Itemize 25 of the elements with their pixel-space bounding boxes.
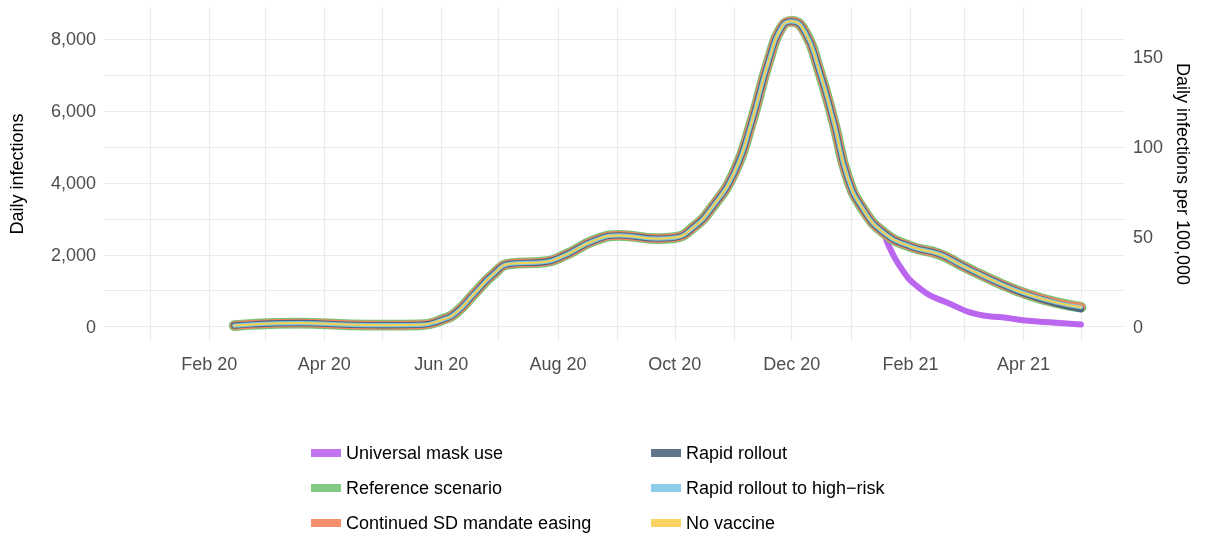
x-tick-label: Apr 20 [297, 354, 351, 374]
x-tick-label: Apr 21 [996, 354, 1050, 374]
y2-tick-label: 0 [1133, 316, 1144, 337]
y-tick-label: 8,000 [50, 29, 96, 50]
x-tick-label: Jun 20 [414, 354, 469, 374]
y-axis-title: Daily infections [7, 113, 27, 235]
y-tick-label: 0 [85, 316, 96, 337]
y2-axis-title: Daily infections per 100,000 [1172, 62, 1193, 286]
y-tick-label: 6,000 [50, 101, 96, 122]
legend-label: Rapid rollout [686, 443, 788, 463]
x-tick-label: Feb 20 [181, 354, 238, 374]
legend-label: Rapid rollout to high−risk [686, 478, 886, 498]
legend-label: Universal mask use [346, 443, 504, 463]
legend-label: Continued SD mandate easing [346, 513, 592, 533]
legend-label: No vaccine [686, 513, 776, 533]
y2-tick-label: 50 [1133, 226, 1154, 247]
y-tick-label: 2,000 [50, 244, 96, 265]
x-tick-label: Oct 20 [648, 354, 702, 374]
x-tick-label: Aug 20 [529, 354, 587, 374]
x-tick-label: Dec 20 [763, 354, 821, 374]
legend-label: Reference scenario [346, 478, 503, 498]
x-tick-label: Feb 21 [882, 354, 939, 374]
y2-tick-label: 150 [1133, 47, 1164, 68]
y2-tick-label: 100 [1133, 137, 1164, 158]
y-tick-label: 4,000 [50, 172, 96, 193]
